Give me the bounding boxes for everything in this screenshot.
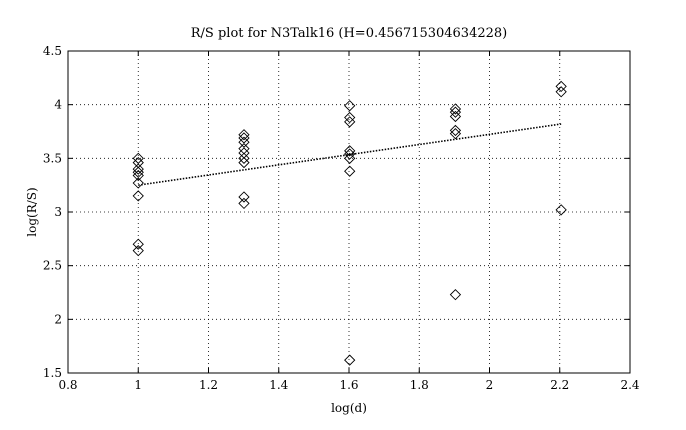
x-tick-labels: 0.8 1 1.2 1.4 1.6 1.8 2 2.2 2.4 <box>58 378 639 392</box>
data-point <box>344 152 356 164</box>
x-tick-label: 1.2 <box>199 378 218 392</box>
data-point <box>449 110 462 123</box>
data-point <box>344 148 356 160</box>
data-point <box>238 143 250 155</box>
data-point <box>449 289 462 301</box>
data-point <box>238 136 250 148</box>
x-tick-label: 0.8 <box>58 378 77 392</box>
data-point <box>132 169 144 182</box>
y-tick-label: 2.5 <box>43 259 62 273</box>
x-tick-label: 2 <box>486 378 494 392</box>
y-tick-label: 4.5 <box>43 44 62 58</box>
data-point <box>344 165 356 177</box>
data-point <box>238 191 250 203</box>
y-tick-label: 2 <box>54 312 62 326</box>
data-point <box>344 145 356 157</box>
data-point <box>132 152 144 164</box>
fit-line-group <box>138 123 562 186</box>
axis-ticks <box>67 50 631 374</box>
data-point <box>555 204 567 216</box>
x-tick-label: 1.4 <box>269 378 288 392</box>
y-tick-label: 1.5 <box>43 366 62 380</box>
data-point <box>238 197 250 210</box>
data-point <box>344 111 356 124</box>
data-points <box>132 80 567 366</box>
x-tick-label: 1.8 <box>410 378 429 392</box>
data-point <box>238 129 250 141</box>
y-tick-label: 4 <box>54 98 62 112</box>
x-tick-label: 2.4 <box>620 378 639 392</box>
data-point <box>449 106 462 118</box>
y-tick-label: 3.5 <box>43 151 62 165</box>
y-tick-label: 3 <box>54 205 62 219</box>
x-tick-label: 2.2 <box>550 378 569 392</box>
data-point <box>132 166 144 178</box>
data-point <box>449 103 462 115</box>
data-point <box>238 156 250 169</box>
data-point <box>132 177 144 189</box>
data-point <box>344 116 356 128</box>
data-point <box>344 354 356 366</box>
data-point <box>555 80 567 93</box>
chart-title: R/S plot for N3Talk16 (H=0.4567153046342… <box>191 26 507 41</box>
data-point <box>132 238 144 250</box>
data-point <box>132 163 144 175</box>
y-axis-label: log(R/S) <box>25 187 39 236</box>
y-tick-labels: 1.5 2 2.5 3 3.5 4 4.5 <box>43 44 62 380</box>
fit-line <box>138 123 562 186</box>
x-axis-label: log(d) <box>331 401 367 415</box>
data-point <box>449 128 462 140</box>
data-point <box>449 124 462 137</box>
data-point <box>238 132 250 144</box>
data-point <box>238 152 250 164</box>
data-point <box>555 86 567 98</box>
data-point <box>132 190 144 202</box>
grid <box>68 51 630 373</box>
data-point <box>344 100 356 112</box>
x-tick-label: 1 <box>134 378 142 392</box>
data-point <box>132 245 144 257</box>
x-tick-label: 1.6 <box>339 378 358 392</box>
